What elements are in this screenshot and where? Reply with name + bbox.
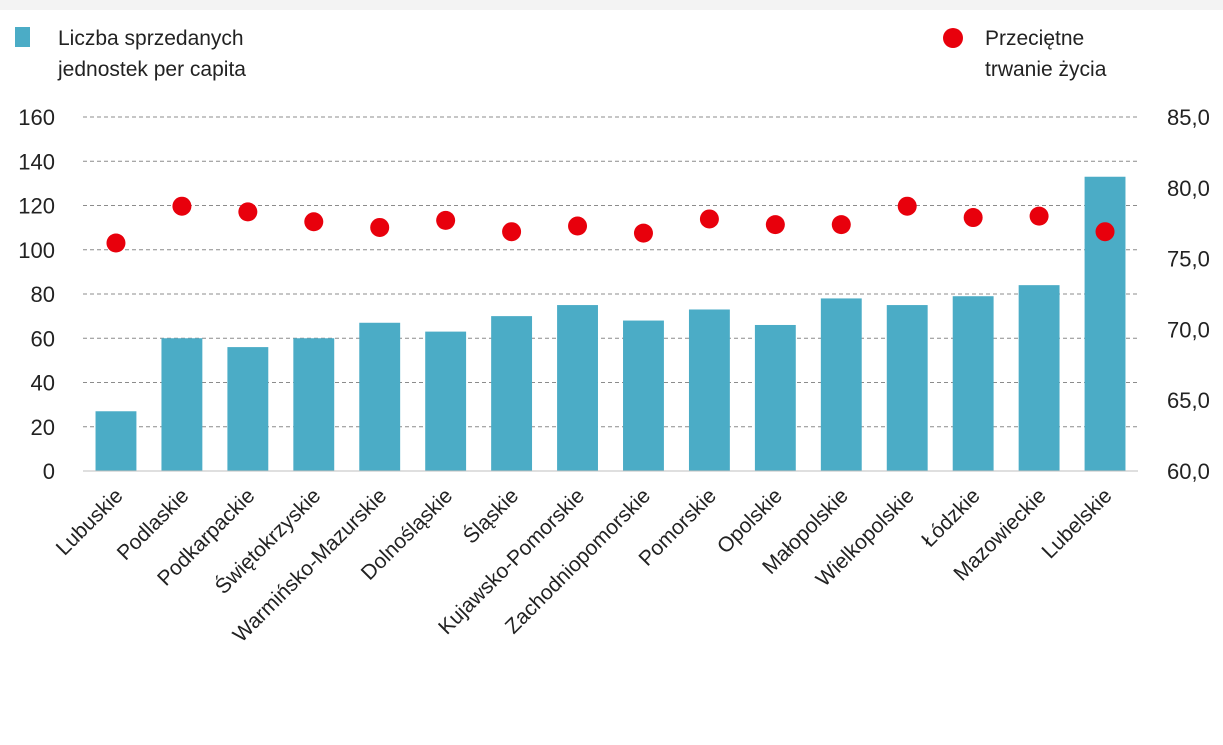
bar (359, 322, 401, 471)
bar (491, 316, 533, 471)
bar (688, 309, 730, 471)
legend-bar-label: Liczba sprzedanych jednostek per capita (58, 23, 246, 85)
life-expectancy-point (831, 215, 851, 235)
bar (886, 305, 928, 471)
bar (557, 305, 598, 471)
life-expectancy-point (765, 215, 785, 235)
y-right-tick-label: 65,0 (1167, 388, 1210, 413)
life-expectancy-point (897, 196, 917, 216)
life-expectancy-point (699, 209, 719, 229)
bar (227, 347, 269, 471)
legend-bar-label-line1: Liczba sprzedanych (58, 27, 244, 50)
life-expectancy-point (502, 222, 522, 242)
y-left-tick-label: 100 (18, 238, 55, 263)
y-right-tick-label: 85,0 (1167, 105, 1210, 130)
bar (1018, 285, 1060, 471)
life-expectancy-point (568, 216, 588, 236)
legend-dot-swatch (943, 28, 963, 48)
legend-dot-label-line2: trwanie życia (985, 58, 1107, 81)
bar (425, 331, 467, 471)
life-expectancy-point (304, 212, 324, 232)
bar (754, 324, 796, 471)
y-left-tick-label: 80 (31, 282, 55, 307)
life-expectancy-point (633, 223, 653, 243)
x-category-label: Lubelskie (1038, 484, 1117, 563)
x-category-label: Łódzkie (917, 484, 984, 551)
legend-dot-label: Przeciętne trwanie życia (985, 23, 1106, 85)
legend-bar-label-line2: jednostek per capita (58, 58, 246, 81)
life-expectancy-point (1029, 206, 1049, 226)
y-right-tick-label: 70,0 (1167, 317, 1210, 342)
y-left-tick-label: 40 (31, 371, 55, 396)
life-expectancy-point (370, 217, 390, 237)
life-expectancy-point (1095, 222, 1115, 242)
life-expectancy-point (106, 233, 126, 253)
bar (161, 338, 203, 471)
y-right-tick-label: 80,0 (1167, 176, 1210, 201)
life-expectancy-point (436, 210, 456, 230)
top-strip (0, 0, 1223, 10)
y-left-tick-label: 160 (18, 105, 55, 130)
bar (95, 411, 137, 471)
bar (293, 338, 335, 471)
y-right-tick-label: 60,0 (1167, 459, 1210, 484)
life-expectancy-point (963, 208, 983, 228)
life-expectancy-point (238, 202, 258, 222)
bar (623, 320, 664, 471)
bar (820, 298, 862, 471)
legend-bar-swatch (15, 27, 30, 47)
y-left-tick-label: 0 (43, 459, 55, 484)
y-left-tick-label: 60 (31, 326, 55, 351)
life-expectancy-point (172, 196, 192, 216)
y-right-tick-label: 75,0 (1167, 247, 1210, 272)
x-category-label: Śląskie (458, 484, 523, 549)
bar (1084, 176, 1126, 472)
legend-dot-label-line1: Przeciętne (985, 27, 1085, 50)
y-left-tick-label: 20 (31, 415, 55, 440)
y-left-tick-label: 120 (18, 194, 55, 219)
bar (952, 296, 994, 471)
y-left-tick-label: 140 (18, 149, 55, 174)
